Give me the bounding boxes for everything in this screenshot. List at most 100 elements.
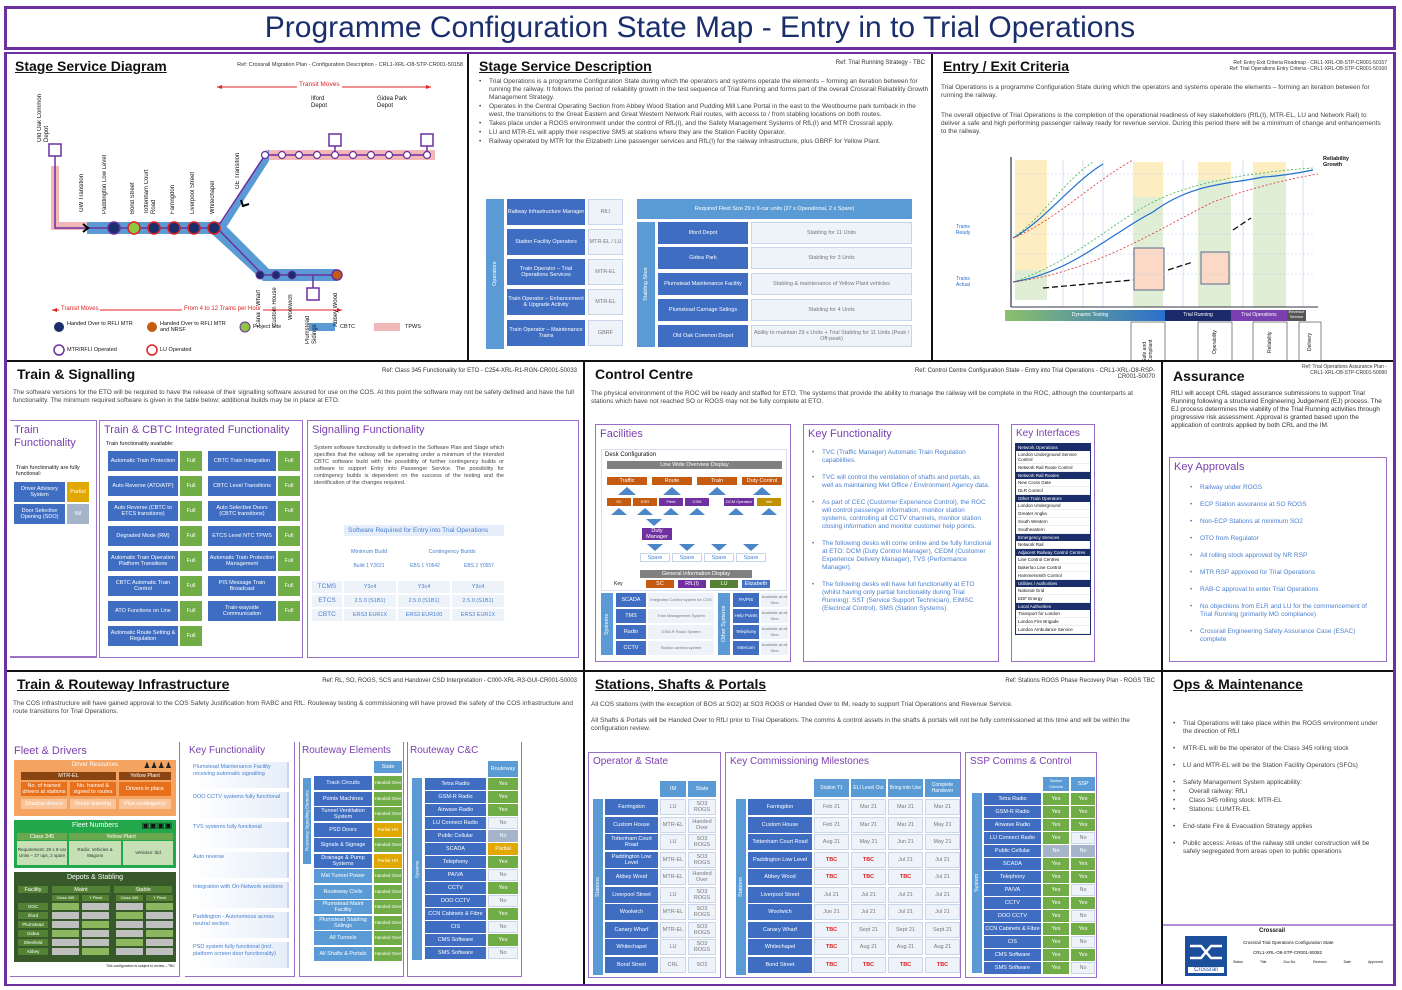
system-name: Public Cellular <box>425 830 486 842</box>
side-label: Routeway Signalling Elements <box>303 778 311 864</box>
system-name: Airwave Radio <box>425 804 486 816</box>
doc-number: CRL1-XRL-O8-STP-CR001-50082 <box>1253 950 1323 955</box>
depot-label: Gidea Park Depot <box>377 96 408 109</box>
system-name: LU Connect Radio <box>425 817 486 829</box>
system-name: Airwave Radio <box>984 819 1041 831</box>
station-im: MTR-EL <box>660 869 686 885</box>
signalling-functionality-box: Signalling Functionality System software… <box>307 420 579 658</box>
train-icon: ▣▣▣▣ <box>141 821 172 830</box>
milestone-date: TBC <box>851 869 886 885</box>
operator-state-box: Operator & State IM State Stations Farri… <box>588 752 721 978</box>
software-version: Y3c4 <box>344 581 396 593</box>
key-functionality-list: TVC (Traffic Manager) Automatic Train Re… <box>812 449 992 622</box>
station-name: Paddington Low Level <box>748 851 812 868</box>
milestone-date: Aug 21 <box>814 834 849 850</box>
system-name: CMS Software <box>425 934 486 946</box>
bullet: Operates in the Central Operating Sectio… <box>479 103 929 119</box>
arrow-up-icon <box>728 508 744 515</box>
depot-status <box>116 930 143 937</box>
col-group: Contingency Builds <box>428 549 476 555</box>
sub-head: Class 345 <box>52 895 79 901</box>
col-head: Station T1 <box>814 779 849 797</box>
bullet: Trial Operations is a programme Configur… <box>479 78 929 102</box>
note: Train functionality available: <box>106 441 174 447</box>
stabling-site: Ilford Depot <box>658 222 748 244</box>
other-systems-label: Other Systems <box>718 593 730 655</box>
system-state: Available at all Stns <box>761 593 788 607</box>
functionality-item: DOO CCTV systems fully functional <box>191 792 289 818</box>
func-label: Auto Reverse (CBTC to ETCS transitions) <box>108 501 178 521</box>
signalling-text: System software functionality is defined… <box>314 445 504 486</box>
func-state: Full <box>278 551 300 571</box>
col-head: Stable <box>114 886 172 893</box>
system-state: Yes <box>488 908 518 920</box>
system-name: DOO CCTV <box>425 895 486 907</box>
element-state: Partial HO <box>374 853 402 868</box>
chart-side-label: Trains Ready <box>955 224 971 236</box>
arrow-up-icon <box>753 487 771 495</box>
bullet: Trial Operations will take place within … <box>1173 720 1383 736</box>
col-head: IM <box>660 781 686 797</box>
system-state: No <box>488 817 518 829</box>
side-label: System <box>972 793 982 973</box>
milestone-date: Sept 21 <box>925 921 960 938</box>
milestone-date: TBC <box>851 956 886 973</box>
element-name: Tunnel Ventilation System <box>314 807 372 821</box>
system-name: Tetra Radio <box>984 793 1041 805</box>
page-title: Programme Configuration State Map - Entr… <box>4 6 1396 50</box>
software-table-title: Software Required for Entry into Trial O… <box>344 525 504 536</box>
col-head: ELI Level Out <box>851 779 886 797</box>
func-label: Degraded Mode (RM) <box>108 526 178 546</box>
desk-position: SC <box>607 498 631 506</box>
reference: Ref: Crossrail Migration Plan - Configur… <box>237 62 463 68</box>
subsection-title: Key Interfaces <box>1016 428 1080 439</box>
operator-value: MTR-EL <box>588 289 623 315</box>
milestone-date: Jul 21 <box>888 886 923 903</box>
software-version: ERS3 EUR1X <box>344 609 396 621</box>
system-name: Tetra Radio <box>425 778 486 790</box>
element-state: Handed Over <box>374 776 402 790</box>
interface-item: Greater Anglia <box>1016 510 1090 518</box>
depot-name: Abbey <box>18 948 48 955</box>
interface-group-head: Network Rail Routes <box>1016 472 1090 479</box>
func-state: Full <box>180 501 202 521</box>
stabling-value: Stabling for 4 Units <box>751 299 912 321</box>
gate-label: Safe and Compliant <box>1142 339 1154 362</box>
system-state: Yes <box>1043 923 1069 935</box>
arrow-down-icon <box>647 544 663 551</box>
system-name: Intercom <box>733 641 759 655</box>
depot-status <box>146 948 173 955</box>
depot-status <box>52 921 79 928</box>
element-state: Handed Over <box>374 931 402 945</box>
system-name: SCADA <box>984 858 1041 870</box>
station-label: Abbey Wood <box>333 292 339 327</box>
paragraph: The overall objective of Trial Operation… <box>941 112 1381 135</box>
milestone-date: TBC <box>814 956 849 973</box>
station-name: Whitechapel <box>605 939 658 955</box>
func-state: Full <box>278 451 300 471</box>
crossrail-logo: Crossrail <box>1185 936 1227 976</box>
bullet: Safety Management System applicability: <box>1173 779 1383 787</box>
label: Revision <box>1313 960 1327 964</box>
station-state: SO3 ROGS <box>688 851 716 868</box>
station-state: Handed Over <box>688 869 716 885</box>
system-state: Yes <box>1043 871 1069 883</box>
legend-label: Project Site <box>253 324 282 330</box>
gate-label: Operability <box>1212 330 1218 354</box>
system-state: Yes <box>1071 819 1095 831</box>
system-state: No <box>488 947 518 959</box>
intro-text: The software versions for the ETO will b… <box>13 389 574 404</box>
ops-bullets: Trial Operations will take place within … <box>1173 720 1383 865</box>
software-version: Y3c4 <box>398 581 450 593</box>
systems-label: Systems <box>601 593 613 655</box>
bullet: End-state Fire & Evacuation Strategy app… <box>1173 823 1383 831</box>
system-name: PA/VA <box>425 869 486 881</box>
col-head: State <box>688 781 716 797</box>
system-desc: Train Management System <box>648 609 714 623</box>
reference: Ref: Control Centre Configuration State … <box>914 368 1155 380</box>
station-im: LU <box>660 939 686 955</box>
interface-item: Hammersmith Control <box>1016 572 1090 580</box>
software-version: ERS3 EUR100 <box>398 609 450 621</box>
panel-ops-maintenance: Ops & Maintenance Trial Operations will … <box>1163 672 1393 984</box>
system-state: Yes <box>488 934 518 946</box>
